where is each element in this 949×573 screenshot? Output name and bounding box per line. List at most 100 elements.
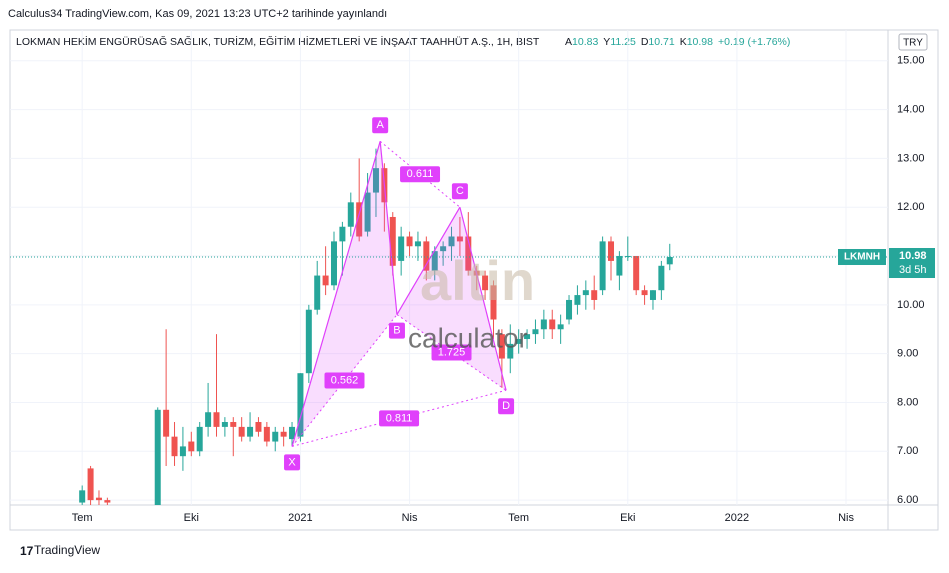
legend-key: D — [641, 36, 649, 48]
candle-body — [230, 422, 237, 427]
footer: TradingView — [34, 543, 100, 557]
candle-body — [482, 275, 489, 291]
candle-body — [574, 295, 581, 305]
candle-body — [608, 241, 615, 261]
ratio-box — [324, 372, 365, 389]
legend-value: 10.98 — [687, 36, 713, 48]
point-label: C — [456, 185, 464, 197]
legend-value: 11.25 — [610, 36, 636, 48]
candle-body — [297, 373, 304, 437]
candle-body — [549, 319, 556, 330]
candle-body — [532, 329, 539, 335]
candle-body — [649, 290, 656, 300]
ratio-label: 0.611 — [407, 168, 434, 180]
candle-body — [658, 265, 665, 291]
y-tick-label: 14.00 — [897, 103, 925, 115]
candle-body — [305, 309, 312, 374]
pattern-leg — [379, 141, 398, 315]
ratio-box — [400, 166, 441, 183]
candle-body — [213, 412, 220, 427]
candle-body — [557, 324, 564, 330]
candle-body — [104, 500, 111, 503]
candle-body — [289, 426, 296, 440]
point-label: A — [376, 119, 384, 131]
candle-body — [263, 426, 270, 442]
candle-body — [331, 241, 338, 286]
candle-body — [515, 339, 522, 344]
candle-body — [356, 202, 363, 237]
candle-body — [87, 468, 94, 501]
point-label: B — [393, 325, 400, 337]
x-tick-label: Eki — [620, 512, 635, 524]
price-box — [889, 248, 935, 279]
y-tick-label: 7.00 — [897, 445, 918, 457]
currency-box — [898, 33, 928, 51]
price-label: 10.98 — [899, 250, 927, 262]
chart-title: LOKMAN HEKİM ENGÜRÜSAĞ SAĞLIK, TURİZM, E… — [16, 35, 540, 48]
candle-body — [507, 343, 514, 359]
symbol-label: LKMNH — [844, 252, 880, 263]
candle-body — [456, 236, 463, 242]
pattern-ratio-line — [291, 314, 398, 447]
point-box — [498, 398, 515, 415]
legend-key: K — [680, 36, 687, 48]
candle-body — [238, 426, 245, 437]
pattern-fill — [292, 141, 397, 447]
y-tick-label: 12.00 — [897, 201, 925, 213]
legend-key: A — [565, 36, 572, 48]
y-tick-label: 10.00 — [897, 299, 925, 311]
legend-key: Y — [603, 36, 610, 48]
candle-body — [633, 256, 640, 291]
candle-body — [540, 319, 547, 330]
candle-body — [322, 275, 329, 286]
publisher: Calculus34 TradingView.com, Kas 09, 2021… — [8, 8, 387, 20]
candle-body — [440, 246, 447, 252]
candle-body — [188, 441, 195, 452]
candle-body — [431, 251, 438, 271]
candle-body — [465, 236, 472, 271]
watermark: calculator — [408, 322, 528, 353]
candle-body — [389, 216, 396, 266]
x-tick-label: Nis — [402, 512, 418, 524]
candle-body — [372, 168, 379, 193]
legend-value: 10.71 — [648, 36, 674, 48]
pattern-fill — [396, 207, 507, 391]
candle-body — [599, 241, 606, 291]
countdown: 3d 5h — [899, 264, 927, 276]
candle-body — [79, 490, 86, 503]
x-tick-label: 2021 — [288, 512, 312, 524]
candle-body — [339, 226, 346, 242]
ratio-box — [379, 410, 420, 427]
candle-body — [616, 256, 623, 276]
candle-body — [591, 290, 598, 300]
currency: TRY — [903, 38, 923, 49]
candle-body — [95, 497, 102, 501]
candle-body — [490, 285, 497, 320]
candle-body — [163, 409, 170, 437]
pattern-leg — [291, 141, 381, 447]
plot-area: 0.562 0.611 1.725 0.811 X A B C D — [10, 30, 888, 505]
candle-body — [247, 426, 254, 437]
point-label: D — [502, 400, 510, 412]
x-tick-label: Tem — [72, 512, 93, 524]
candle-body — [205, 412, 212, 427]
ratio-box — [431, 344, 472, 361]
x-tick-label: 2022 — [725, 512, 749, 524]
candle-body — [179, 446, 186, 457]
ratio-label: 0.811 — [386, 412, 413, 424]
point-label: X — [288, 456, 296, 468]
candle-body — [280, 431, 287, 437]
candle-body — [641, 290, 648, 296]
candle-body — [154, 409, 161, 505]
point-box — [388, 322, 405, 339]
pattern-leg — [459, 207, 507, 391]
ohlc-legend: A 10.83 Y 11.25 D 10.71 K 10.98 +0.19 (+1.76%) — [565, 36, 790, 48]
symbol-box — [838, 249, 886, 266]
candle-body — [566, 299, 573, 320]
candle-body — [423, 241, 430, 271]
candle-body — [448, 236, 455, 247]
watermark: altin — [420, 249, 535, 312]
candle-body — [171, 436, 178, 457]
candle-body — [221, 422, 228, 427]
